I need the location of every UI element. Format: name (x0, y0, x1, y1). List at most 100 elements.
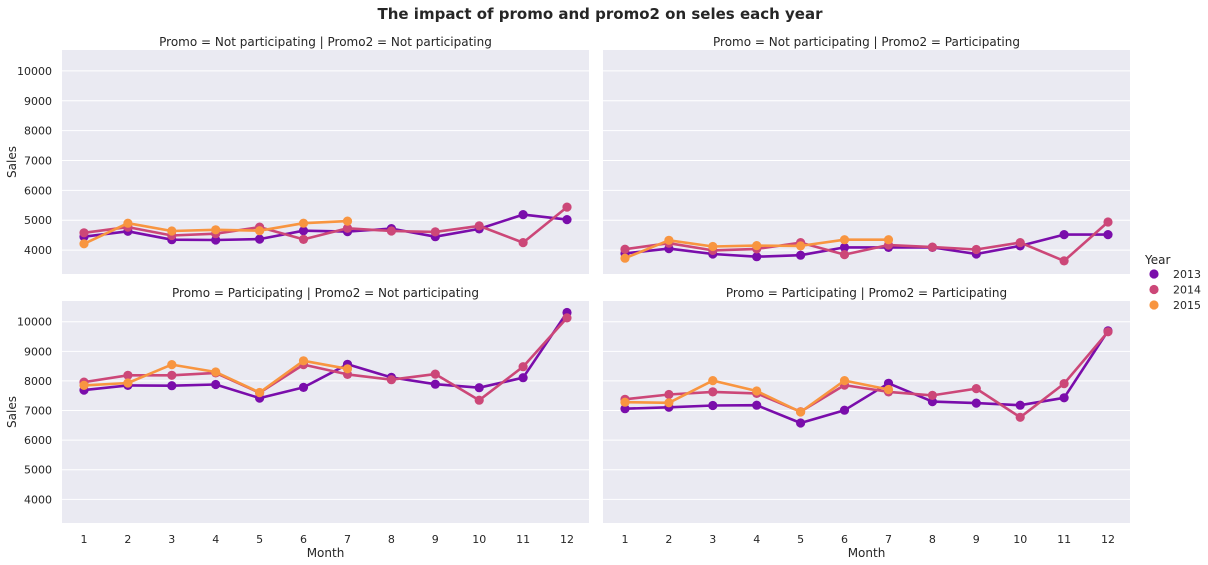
data-point-2014 (1059, 379, 1069, 389)
data-point-2013 (298, 382, 309, 392)
series-line-2014 (624, 221, 1109, 263)
x-tick-label: 9 (432, 533, 439, 546)
data-point-2015 (752, 241, 762, 251)
x-tick-label: 9 (973, 533, 980, 546)
x-tick-label: 5 (256, 533, 263, 546)
data-point-2015 (211, 367, 221, 377)
data-point-2014 (562, 202, 572, 212)
data-point-2013 (839, 242, 850, 252)
panel-title: Promo = Not participating | Promo2 = Par… (713, 35, 1020, 49)
panel-2: Promo = Not participating | Promo2 = Par… (603, 35, 1130, 274)
legend-label: 2015 (1173, 299, 1201, 312)
data-point-2014 (927, 242, 938, 252)
data-point-2014 (430, 369, 440, 379)
data-point-2014 (79, 228, 89, 238)
x-tick-label: 11 (516, 533, 530, 546)
y-tick-label: 10000 (17, 316, 52, 329)
data-point-2013 (1103, 230, 1113, 240)
x-tick-label: 1 (80, 533, 87, 546)
data-point-2014 (839, 250, 850, 260)
x-tick-label: 6 (300, 533, 307, 546)
y-tick-label: 10000 (17, 65, 52, 78)
y-tick-label: 6000 (24, 434, 52, 447)
series-line-2013 (83, 311, 569, 400)
data-point-2014 (1015, 412, 1025, 422)
x-tick-label: 8 (388, 533, 395, 546)
data-point-2015 (752, 386, 762, 396)
data-point-2015 (123, 378, 133, 388)
data-point-2014 (620, 244, 630, 254)
data-point-2015 (342, 364, 353, 374)
data-point-2015 (796, 407, 806, 417)
data-point-2013 (430, 379, 440, 389)
series-line-2013 (624, 330, 1110, 425)
legend: Year 2013 2014 2015 (1144, 253, 1201, 312)
y-tick-label: 4000 (24, 244, 52, 257)
panels-group: 4000 5000 6000 7000 8000 9000 10000 Sales Promo … (5, 35, 1130, 560)
y-tick-label: 4000 (24, 493, 52, 506)
legend-marker-2015 (1149, 300, 1159, 310)
data-point-2013 (752, 252, 762, 262)
data-point-2013 (971, 398, 981, 408)
data-point-2015 (620, 397, 630, 407)
series-line-2014 (83, 317, 568, 402)
y-tick-label: 5000 (24, 214, 52, 227)
x-tick-label: 6 (841, 533, 848, 546)
data-point-2014 (664, 389, 674, 400)
legend-marker-2014 (1149, 284, 1159, 295)
data-point-2014 (430, 227, 440, 237)
data-point-2014 (1015, 238, 1025, 248)
data-point-2014 (167, 370, 177, 380)
data-point-2015 (211, 225, 221, 235)
data-point-2013 (167, 381, 177, 391)
data-point-2014 (518, 362, 528, 372)
data-point-2015 (255, 387, 265, 398)
data-point-2015 (796, 241, 806, 251)
x-tick-label: 2 (665, 533, 672, 546)
data-point-2014 (386, 226, 396, 236)
x-tick-label: 7 (344, 533, 351, 546)
x-tick-label: 3 (168, 533, 175, 546)
data-point-2015 (664, 235, 674, 245)
data-point-2014 (708, 387, 718, 397)
data-point-2015 (839, 235, 850, 245)
data-point-2014 (927, 390, 938, 400)
x-tick-label: 10 (1013, 533, 1027, 546)
x-tick-label: 11 (1057, 533, 1071, 546)
data-point-2015 (123, 218, 133, 228)
data-point-2014 (474, 221, 484, 231)
data-point-2013 (1015, 400, 1025, 410)
data-point-2013 (474, 383, 484, 393)
x-axis-label: Month (307, 546, 345, 560)
data-point-2013 (796, 418, 806, 428)
y-tick-label: 8000 (24, 125, 52, 138)
panel-title: Promo = Participating | Promo2 = Not par… (172, 286, 479, 300)
data-point-2015 (839, 376, 850, 386)
data-point-2013 (298, 226, 309, 236)
x-tick-label: 2 (124, 533, 131, 546)
panel-background (62, 50, 589, 274)
data-point-2015 (883, 235, 894, 245)
y-tick-label: 9000 (24, 345, 52, 358)
series-line-2013 (624, 233, 1108, 259)
data-point-2013 (752, 400, 762, 410)
data-point-2014 (298, 234, 309, 244)
series-line-2013 (83, 213, 568, 242)
panel-title: Promo = Participating | Promo2 = Partici… (726, 286, 1007, 300)
panel-title: Promo = Not participating | Promo2 = Not… (159, 35, 492, 49)
data-point-2014 (518, 238, 528, 248)
data-point-2013 (796, 250, 806, 260)
data-point-2014 (342, 223, 353, 233)
x-tick-label: 3 (709, 533, 716, 546)
data-point-2015 (342, 216, 353, 226)
panel-background (603, 50, 1130, 274)
y-tick-label: 8000 (24, 375, 52, 388)
legend-title: Year (1144, 253, 1170, 267)
data-point-2013 (839, 405, 850, 415)
data-point-2015 (298, 356, 309, 366)
x-axis-label: Month (848, 546, 886, 560)
data-point-2013 (562, 215, 572, 225)
data-point-2013 (211, 379, 221, 390)
